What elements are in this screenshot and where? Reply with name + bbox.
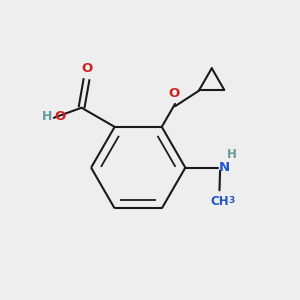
- Text: O: O: [168, 87, 179, 101]
- Text: CH: CH: [211, 195, 230, 208]
- Text: O: O: [81, 62, 92, 75]
- Text: O: O: [55, 110, 66, 123]
- Text: H: H: [227, 148, 237, 161]
- Text: H: H: [42, 110, 52, 123]
- Text: 3: 3: [228, 196, 235, 205]
- Text: N: N: [218, 160, 230, 174]
